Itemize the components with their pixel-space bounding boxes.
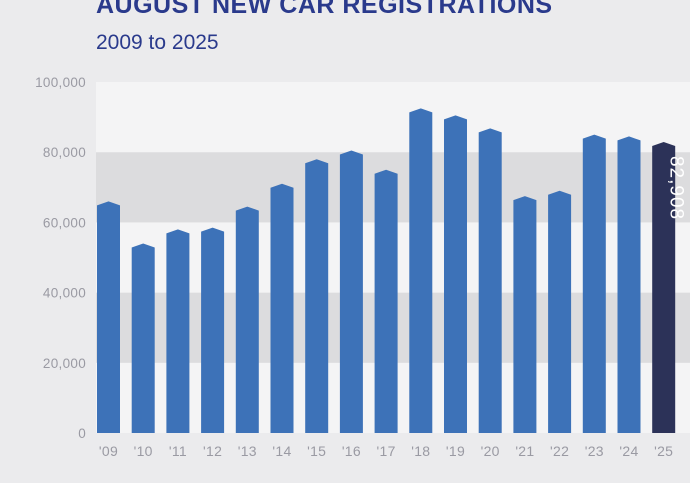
y-tick-label: 40,000 — [43, 286, 86, 301]
x-tick-label: '11 — [169, 443, 187, 459]
x-tick-label: '14 — [272, 443, 291, 459]
bar-25 — [652, 141, 676, 433]
x-axis: '09 '10 '11 '12 '13 '14 '15 '16 '17 '18 '19 '20 '21 '… — [99, 443, 673, 459]
y-tick-label: 20,000 — [43, 356, 86, 371]
y-tick-label: 0 — [78, 426, 86, 441]
bar-23 — [582, 134, 606, 433]
bar-24 — [617, 136, 641, 433]
y-tick-label: 60,000 — [43, 215, 86, 230]
y-axis: 0 20,000 40,000 60,000 80,000 100,000 — [35, 75, 86, 441]
x-tick-label: '19 — [446, 443, 465, 459]
bar-10 — [131, 243, 155, 433]
x-tick-label: '24 — [619, 443, 638, 459]
bar-12 — [201, 227, 225, 433]
x-tick-label: '09 — [99, 443, 118, 459]
bar-09 — [97, 201, 120, 433]
bar-22 — [548, 190, 572, 433]
chart-subtitle: 2009 to 2025 — [96, 31, 219, 54]
y-tick-label: 80,000 — [43, 145, 86, 160]
chart-title: AUGUST NEW CAR REGISTRATIONS — [96, 0, 553, 19]
x-tick-label: '17 — [377, 443, 396, 459]
highlight-data-label: 82,908 — [666, 156, 687, 220]
x-tick-label: '25 — [654, 443, 673, 459]
x-tick-label: '13 — [238, 443, 257, 459]
x-tick-label: '16 — [342, 443, 361, 459]
bar-15 — [305, 159, 329, 433]
y-tick-label: 100,000 — [35, 75, 86, 90]
bars: 82,908 — [97, 108, 687, 433]
bar-20 — [478, 128, 502, 433]
bar-16 — [339, 150, 363, 433]
x-tick-label: '21 — [515, 443, 534, 459]
bar-18 — [409, 108, 433, 433]
bar-13 — [235, 206, 259, 433]
bar-14 — [270, 183, 294, 433]
bar-21 — [513, 196, 537, 433]
bar-19 — [444, 115, 467, 433]
x-tick-label: '20 — [481, 443, 500, 459]
x-tick-label: '22 — [550, 443, 569, 459]
x-tick-label: '12 — [203, 443, 222, 459]
x-tick-label: '15 — [307, 443, 326, 459]
x-tick-label: '23 — [585, 443, 604, 459]
x-tick-label: '10 — [134, 443, 153, 459]
x-tick-label: '18 — [411, 443, 430, 459]
bar-11 — [166, 229, 190, 433]
bar-17 — [374, 169, 398, 433]
